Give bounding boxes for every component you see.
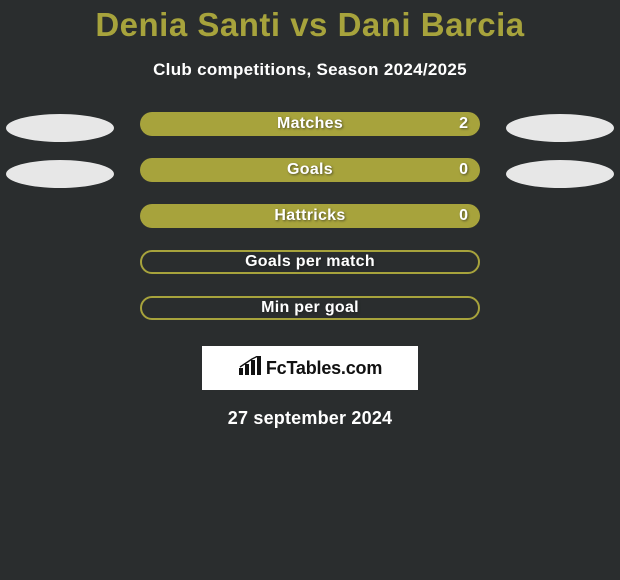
stat-rows: Matches2Goals0Hattricks0Goals per matchM… xyxy=(0,112,620,342)
stat-row: Goals per match xyxy=(0,250,620,296)
stat-label: Goals xyxy=(140,158,480,182)
stat-row: Matches2 xyxy=(0,112,620,158)
chart-bars-icon xyxy=(238,356,264,381)
page-title: Denia Santi vs Dani Barcia xyxy=(0,0,620,44)
stat-value-right: 0 xyxy=(459,158,468,182)
page-subtitle: Club competitions, Season 2024/2025 xyxy=(0,60,620,80)
stat-label: Hattricks xyxy=(140,204,480,228)
stat-value-right: 0 xyxy=(459,204,468,228)
stat-row: Goals0 xyxy=(0,158,620,204)
player-right-marker xyxy=(506,160,614,188)
comparison-infographic: Denia Santi vs Dani Barcia Club competit… xyxy=(0,0,620,429)
player-left-marker xyxy=(6,114,114,142)
stat-label: Matches xyxy=(140,112,480,136)
stat-value-right: 2 xyxy=(459,112,468,136)
player-right-marker xyxy=(506,114,614,142)
footer-date: 27 september 2024 xyxy=(0,408,620,429)
stat-row: Min per goal xyxy=(0,296,620,342)
stat-label: Goals per match xyxy=(140,250,480,274)
brand-badge: FcTables.com xyxy=(202,346,418,390)
brand-text: FcTables.com xyxy=(266,358,382,379)
player-left-marker xyxy=(6,160,114,188)
stat-label: Min per goal xyxy=(140,296,480,320)
stat-row: Hattricks0 xyxy=(0,204,620,250)
